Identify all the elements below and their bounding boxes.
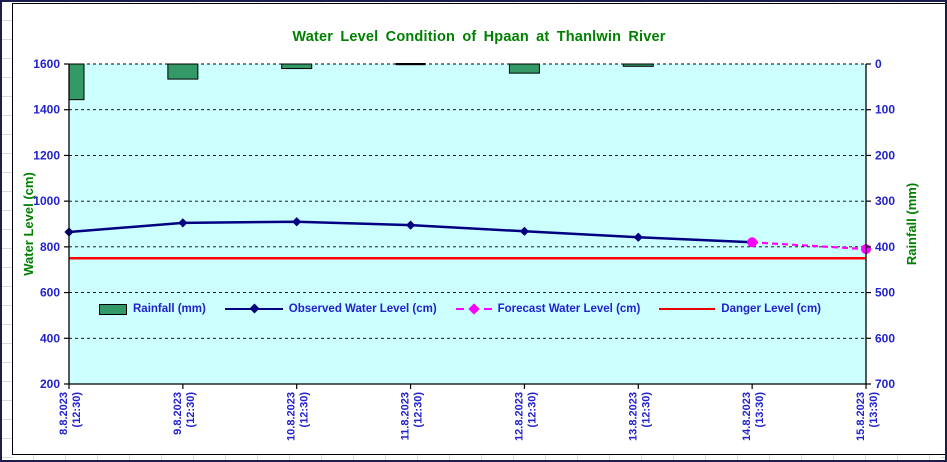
legend-item-observed: Observed Water Level (cm) [224, 303, 437, 315]
rainfall-bar-swatch-icon [99, 303, 127, 315]
x-axis-date-label: 8.8.2023 [58, 392, 70, 435]
legend-item-rainfall: Rainfall (mm) [99, 303, 206, 315]
x-axis-date-label: 12.8.2023 [513, 392, 525, 441]
legend-label-observed: Observed Water Level (cm) [288, 303, 437, 315]
right-axis-tick-label: 0 [875, 57, 882, 71]
x-axis-time-label: (12:30) [526, 392, 538, 428]
x-axis-date-label: 14.8.2023 [741, 392, 753, 441]
left-axis-tick-label: 200 [40, 377, 60, 391]
x-axis-date-label: 11.8.2023 [400, 392, 412, 440]
plot-background [69, 64, 866, 384]
rainfall-bar [281, 63, 313, 70]
observed-line-swatch-icon [224, 303, 283, 314]
forecast-marker [747, 237, 758, 248]
forecast-line-swatch-icon [455, 303, 492, 315]
rainfall-bar [167, 63, 199, 80]
right-axis-title: Rainfall (mm) [904, 183, 919, 265]
x-axis-time-label: (12:30) [185, 392, 197, 428]
observed-marker [292, 217, 302, 227]
x-axis-time-label: (13:30) [868, 392, 880, 428]
rainfall-bar [69, 63, 85, 101]
left-axis-tick-label: 600 [40, 286, 60, 300]
left-axis-tick-label: 400 [40, 331, 60, 345]
observed-marker [633, 232, 643, 242]
legend-label-danger: Danger Level (cm) [721, 303, 821, 315]
x-axis-time-label: (12:30) [413, 392, 425, 428]
x-axis-date-label: 15.8.2023 [855, 392, 867, 441]
left-axis-tick-label: 800 [40, 240, 60, 254]
rainfall-bar [622, 63, 654, 67]
chart-object: 1600 1400 1200 1000 800 600 400 200 0 100 200 300 40… [12, 3, 945, 455]
x-axis-time-label: (12:30) [71, 392, 83, 428]
x-axis-time-label: (12:30) [640, 392, 652, 428]
rainfall-bar [395, 63, 426, 66]
left-axis-tick-label: 1200 [33, 148, 60, 162]
forecast-line [752, 241, 867, 251]
right-axis-tick-label: 600 [875, 331, 895, 345]
right-axis-tick-label: 700 [875, 377, 895, 391]
right-axis-tick-label: 100 [875, 103, 895, 117]
x-axis-date-label: 13.8.2023 [627, 392, 639, 441]
left-axis-tick-label: 1400 [33, 103, 60, 117]
chart-title: Water Level Condition of Hpaan at Thanlw… [292, 29, 666, 45]
x-axis-time-label: (12:30) [299, 392, 311, 428]
right-axis-tick-label: 400 [875, 240, 895, 254]
legend-label-forecast: Forecast Water Level (cm) [497, 303, 641, 315]
legend-label-rainfall: Rainfall (mm) [133, 303, 206, 315]
rainfall-bar [508, 63, 540, 74]
x-axis-date-label: 10.8.2023 [286, 392, 298, 441]
left-axis-tick-label: 1600 [33, 57, 60, 71]
right-axis-tick-label: 500 [875, 286, 895, 300]
rainfall-bars [69, 63, 654, 101]
legend-item-forecast: Forecast Water Level (cm) [455, 303, 641, 315]
observed-marker [519, 226, 530, 236]
observed-marker [405, 220, 416, 230]
chart-plot-area: 1600 1400 1200 1000 800 600 400 200 0 100 200 300 40… [21, 57, 919, 441]
right-axis-tick-label: 300 [875, 194, 895, 208]
chart-legend: Rainfall (mm) Observed Water Level (cm) … [99, 300, 821, 318]
right-axis-tick-label: 200 [875, 148, 895, 162]
danger-line-swatch-icon [659, 307, 716, 311]
left-axis-title: Water Level (cm) [21, 172, 36, 276]
left-axis-tick-label: 1000 [33, 194, 60, 208]
observed-marker [178, 218, 188, 228]
legend-item-danger: Danger Level (cm) [659, 303, 821, 315]
x-axis-date-label: 9.8.2023 [172, 392, 184, 435]
x-axis-time-label: (13:30) [754, 392, 766, 428]
